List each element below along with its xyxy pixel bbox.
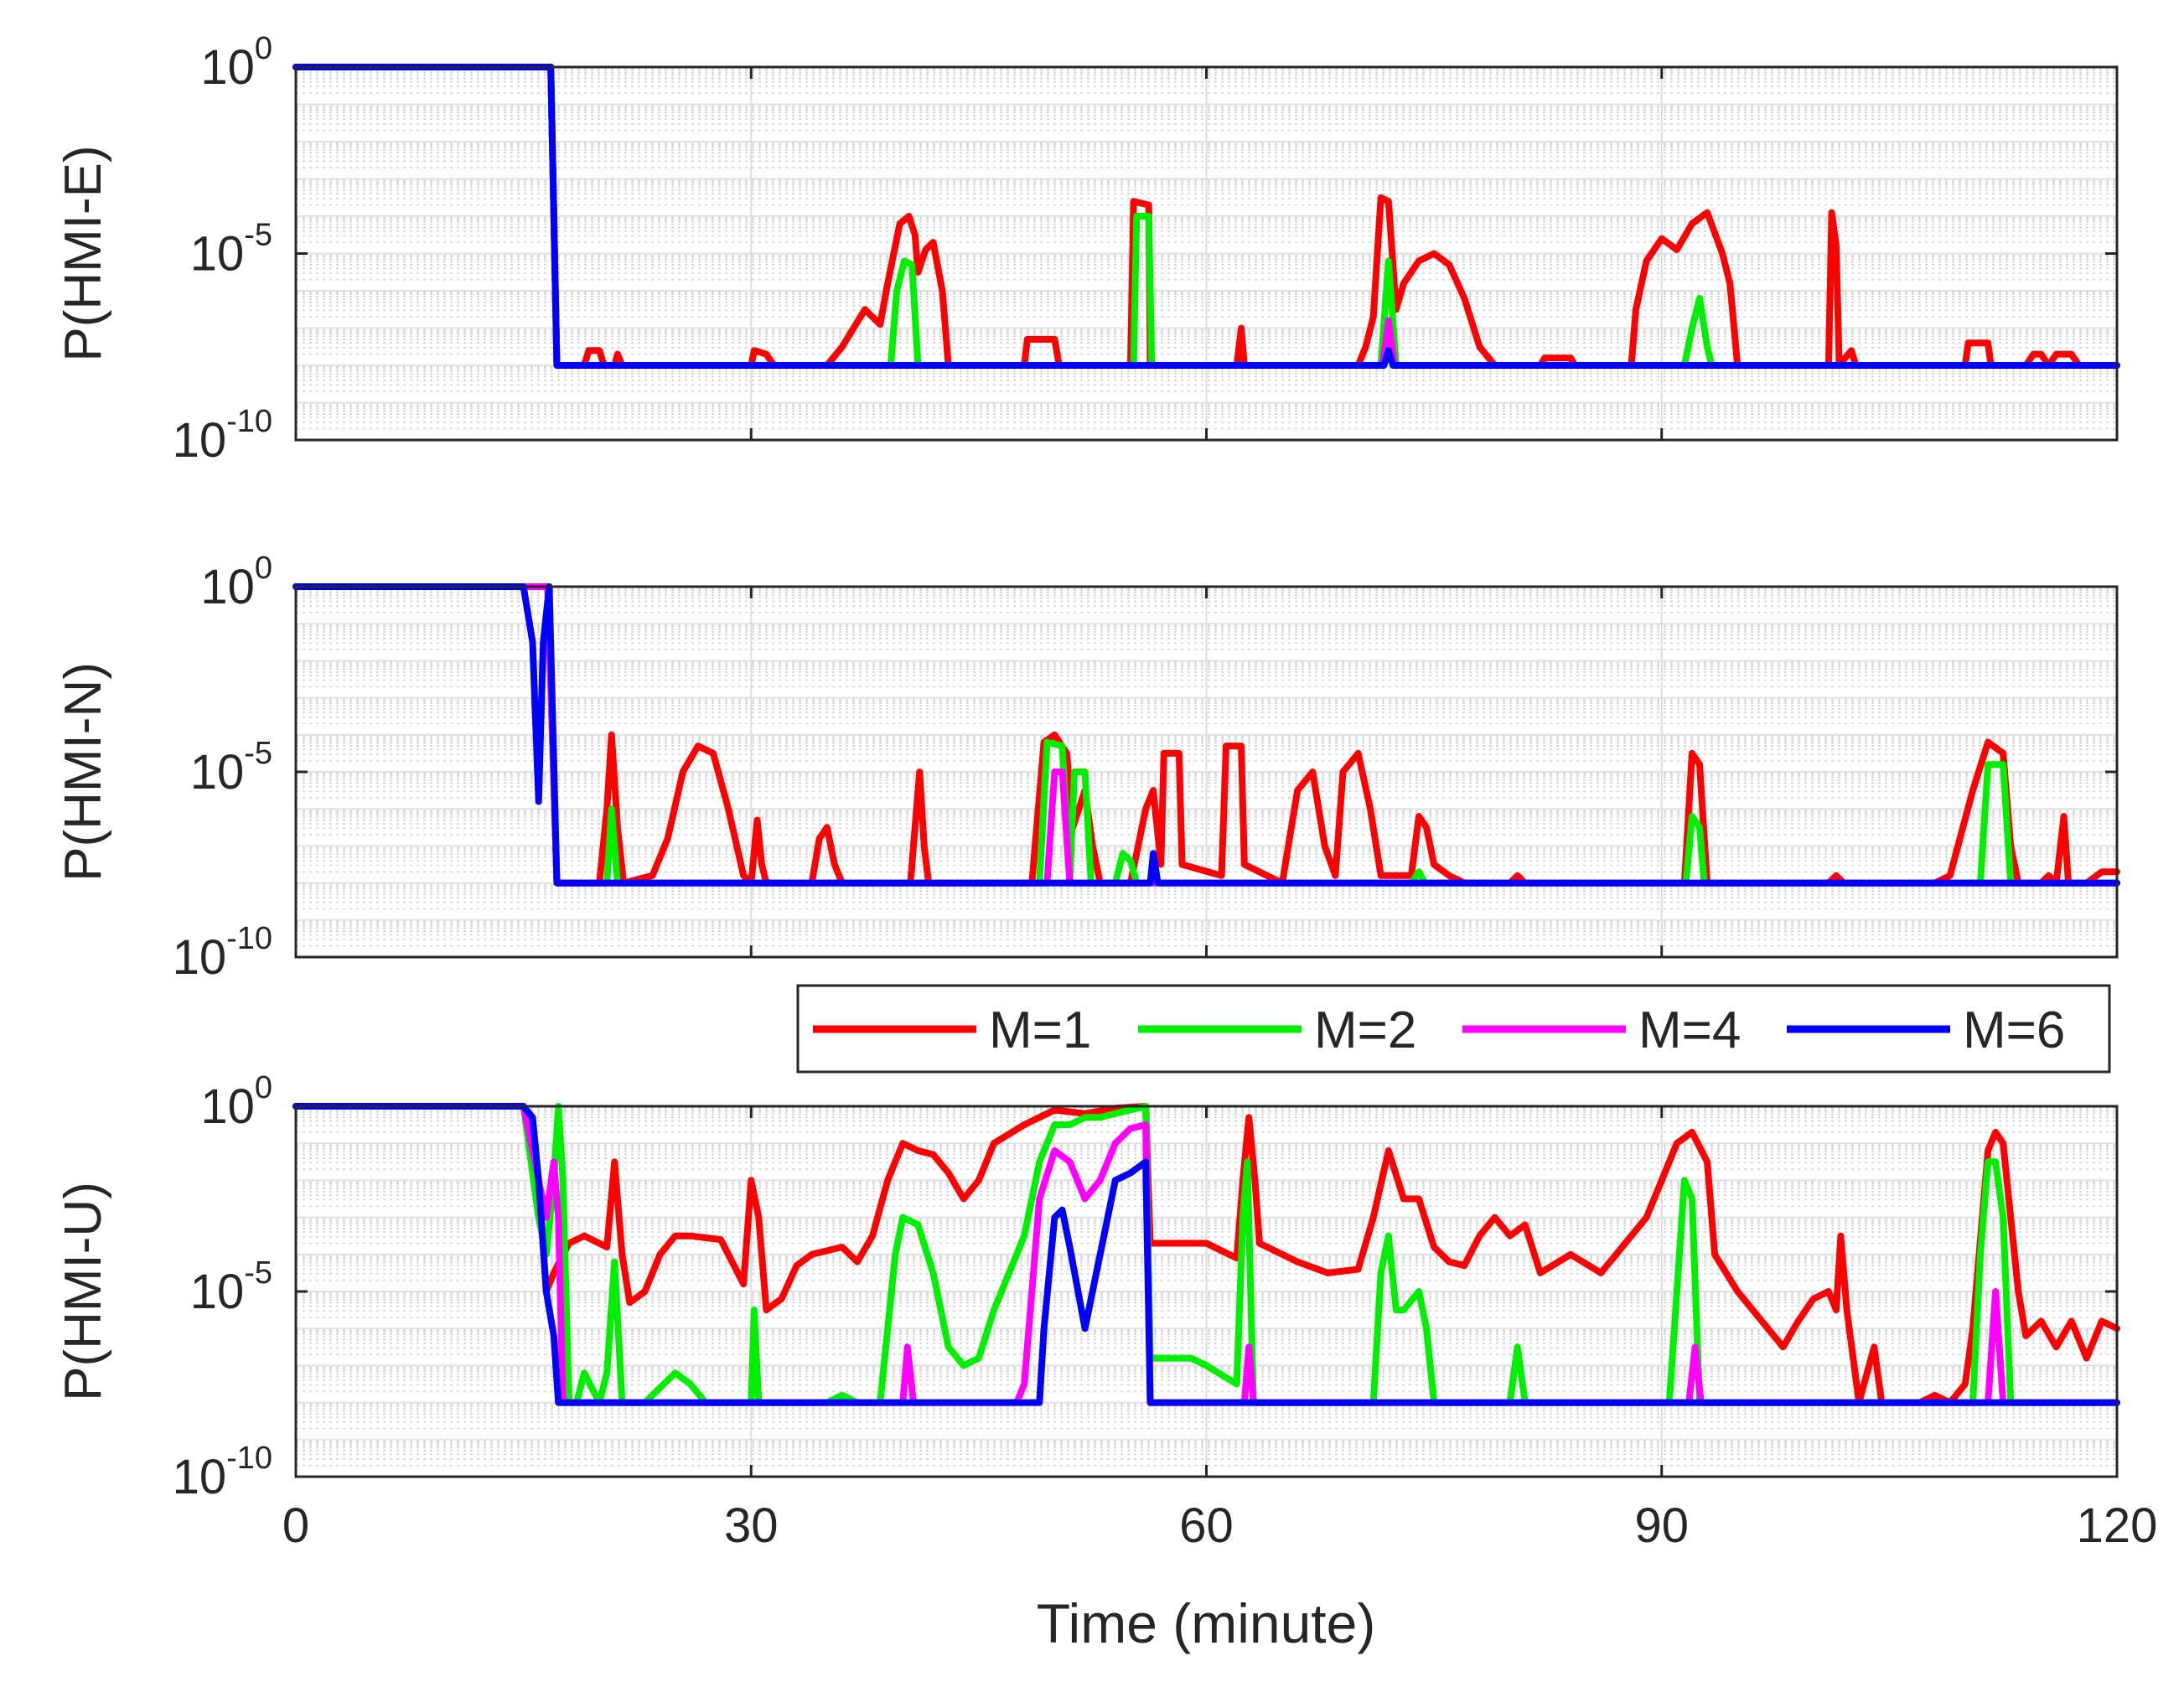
x-tick-label: 30 xyxy=(724,1498,779,1553)
panel-hmi-n: 100 10-5 10-10 P(HMI-N) xyxy=(54,551,2120,985)
y-tick-exponent: -10 xyxy=(226,404,272,439)
x-axis-label: Time (minute) xyxy=(1037,1592,1376,1654)
legend: M=1 M=2 M=4 M=6 xyxy=(796,984,2111,1074)
x-tick-label: 120 xyxy=(2077,1498,2158,1553)
y-tick-exponent: 0 xyxy=(255,1070,272,1105)
y-tick-label: 10-10 xyxy=(173,921,272,985)
panel-hmi-u: 100 10-5 10-10 0 30 60 90 120 P(HMI-U) xyxy=(54,1070,2157,1553)
y-tick-labels: 100 10-5 10-10 xyxy=(173,1070,2117,1504)
series-lines xyxy=(292,1103,2120,1406)
y-tick-label: 10-5 xyxy=(190,736,272,800)
y-tick-exponent: 0 xyxy=(255,551,272,586)
y-tick-label: 100 xyxy=(200,31,272,95)
x-tick-label: 90 xyxy=(1634,1498,1689,1553)
legend-label-m2: M=2 xyxy=(1314,1001,1416,1059)
y-tick-label: 100 xyxy=(200,551,272,614)
y-tick-label: 100 xyxy=(200,1070,272,1134)
panel-hmi-e: 100 10-5 10-10 P(HMI-E) xyxy=(54,31,2120,468)
x-tick-labels xyxy=(294,67,2119,440)
x-tick-label: 0 xyxy=(282,1498,309,1553)
legend-label-m1: M=1 xyxy=(989,1001,1091,1059)
y-tick-label: 10-10 xyxy=(173,404,272,468)
y-tick-exponent: -10 xyxy=(226,1441,272,1476)
x-tick-label: 60 xyxy=(1179,1498,1234,1553)
y-tick-label: 10-5 xyxy=(190,1255,272,1319)
y-axis-label: P(HMI-E) xyxy=(54,145,112,361)
grid xyxy=(295,586,2118,958)
y-tick-label: 10-5 xyxy=(190,218,272,282)
y-tick-exponent: -5 xyxy=(244,218,272,253)
y-tick-exponent: 0 xyxy=(255,31,272,66)
series-line-m4 xyxy=(292,1103,2120,1406)
series-line-m6 xyxy=(292,1103,2120,1406)
series-line-m2 xyxy=(292,64,2120,369)
x-tick-labels xyxy=(294,587,2119,957)
legend-label-m6: M=6 xyxy=(1963,1001,2065,1059)
grid xyxy=(295,66,2118,441)
y-tick-exponent: -5 xyxy=(244,1255,272,1291)
y-tick-labels: 100 10-5 10-10 xyxy=(173,31,2117,468)
y-axis-label: P(HMI-N) xyxy=(54,662,112,882)
y-tick-exponent: -5 xyxy=(244,736,272,771)
y-axis-label: P(HMI-U) xyxy=(54,1182,112,1401)
legend-label-m4: M=4 xyxy=(1638,1001,1741,1059)
y-tick-labels: 100 10-5 10-10 xyxy=(173,551,2117,985)
y-tick-exponent: -10 xyxy=(226,921,272,956)
y-tick-label: 10-10 xyxy=(173,1441,272,1504)
x-tick-labels: 0 30 60 90 120 xyxy=(282,1106,2158,1553)
